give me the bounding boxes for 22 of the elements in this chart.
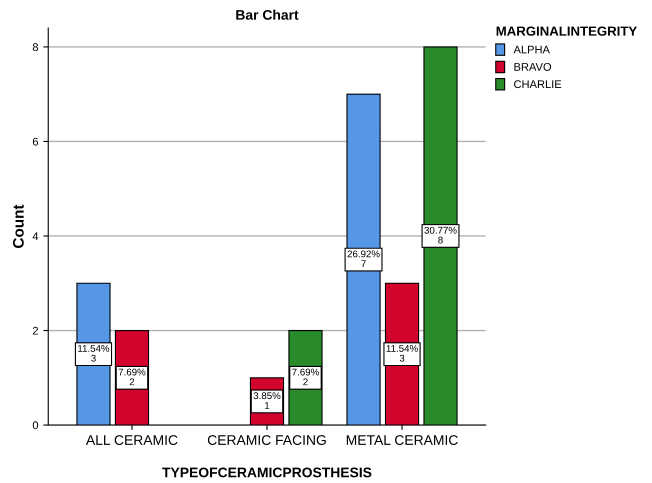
data-label: 11.54% 3 xyxy=(78,345,110,362)
y-axis-title: Count xyxy=(12,204,24,248)
x-axis-title: TYPEOFCERAMICPROSTHESIS xyxy=(162,468,372,478)
legend-title: MARGINALINTEGRITY xyxy=(496,26,637,36)
legend-label: BRAVO xyxy=(514,62,552,71)
data-label: 26.92% 7 xyxy=(348,250,380,268)
y-tick-label: 4 xyxy=(32,232,38,240)
legend-label: ALPHA xyxy=(514,46,550,54)
data-label: 30.77% 8 xyxy=(424,226,457,244)
y-tick-label: 6 xyxy=(32,138,38,146)
y-tick-label: 0 xyxy=(32,421,38,430)
data-label: 7.69% 2 xyxy=(118,368,146,386)
data-label: 11.54% 3 xyxy=(386,345,418,362)
y-tick-label: 2 xyxy=(32,326,38,335)
legend-label: CHARLIE xyxy=(514,80,562,88)
chart-title: Bar Chart xyxy=(236,10,298,20)
y-tick-label: 8 xyxy=(32,43,38,52)
data-label: 3.85% 1 xyxy=(254,392,280,409)
x-tick-label: CERAMIC FACING xyxy=(208,435,326,445)
x-tick-label: METAL CERAMIC xyxy=(346,435,458,445)
data-label: 7.69% 2 xyxy=(292,368,319,386)
x-tick-label: ALL CERAMIC xyxy=(86,435,178,445)
